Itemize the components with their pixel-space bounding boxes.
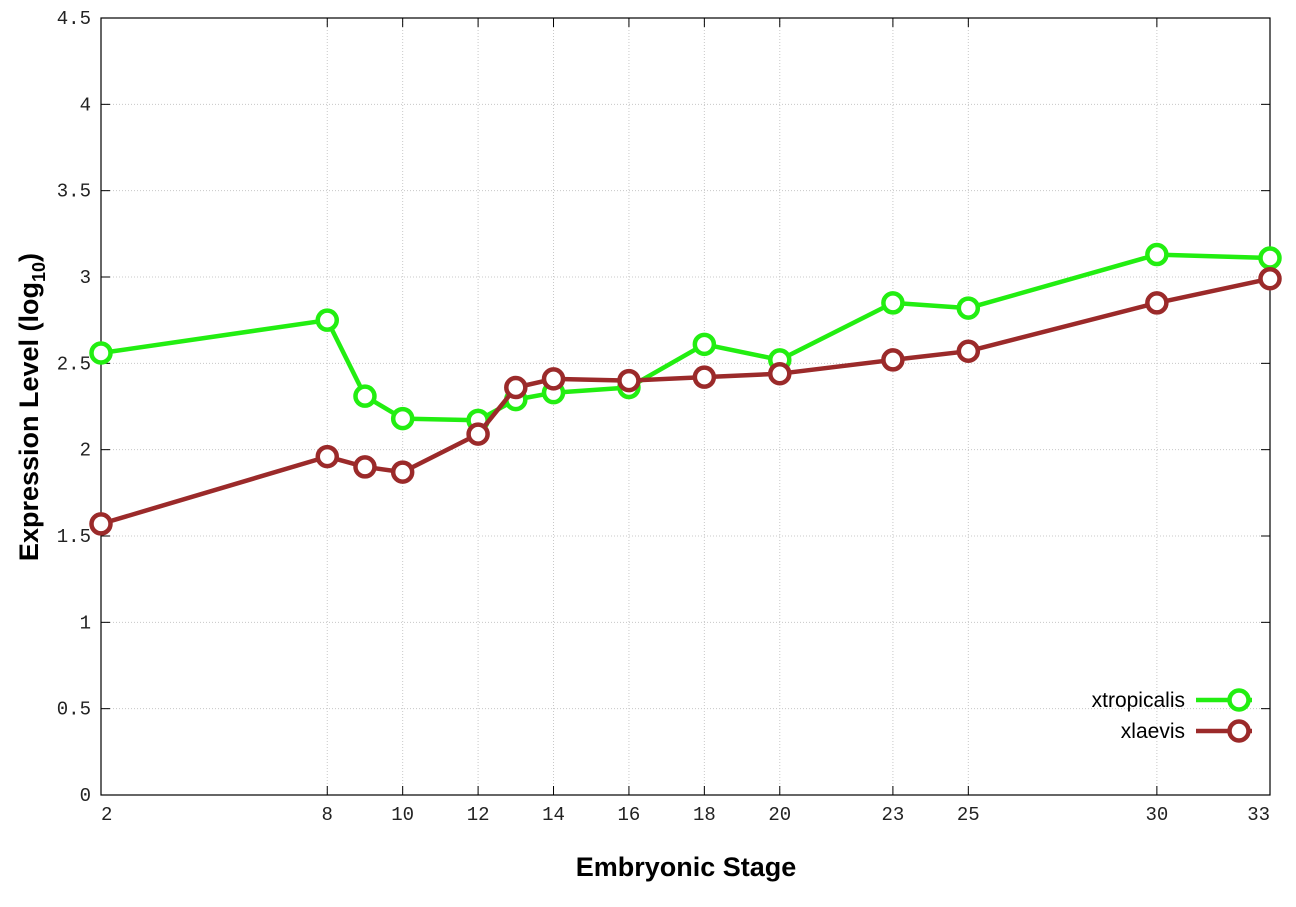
x-tick-label: 18 [693,804,716,826]
legend-swatch-marker [1227,719,1251,743]
tick-labels: 0 0.5 1 1.5 2 2.5 3 3.5 4 4.5 2 8 10 12 14 16 18 20 23 25 30… [57,8,1270,826]
series-xlaevis [89,266,1282,536]
x-tick-label: 16 [618,804,641,826]
x-tick-label: 14 [542,804,565,826]
y-axis-title-main: Expression Level (log [14,282,44,561]
data-point-xtropicalis [956,296,981,320]
series-line-xtropicalis [100,252,1271,423]
x-tick-label: 2 [101,804,112,826]
legend-label: xtropicalis [1092,689,1185,712]
data-point-xtropicalis [315,308,340,332]
x-tick-label: 33 [1247,804,1270,826]
data-point-xtropicalis [881,291,905,315]
data-point-xlaevis [89,512,113,536]
x-tick-label: 23 [881,804,904,826]
data-point-xlaevis [881,348,905,372]
data-point-xlaevis [1145,291,1169,315]
y-tick-label: 0 [80,785,91,807]
data-point-xtropicalis [390,406,415,431]
data-point-xlaevis [768,361,792,386]
data-point-xlaevis [1258,266,1282,291]
data-point-xtropicalis [692,332,717,357]
x-axis-title: Embryonic Stage [576,852,797,882]
legend-swatch-marker [1227,688,1251,712]
data-point-xlaevis [617,368,641,393]
data-point-xlaevis [353,455,377,479]
series-xtropicalis [89,242,1282,433]
series-line-xlaevis [100,276,1271,527]
data-point-xlaevis [956,339,981,363]
y-tick-label: 4 [80,94,91,116]
legend: xtropicalis xlaevis [1092,688,1252,743]
series-layer [89,242,1282,536]
data-point-xlaevis [390,460,415,484]
x-tick-label: 20 [768,804,791,826]
data-point-xtropicalis [89,341,113,365]
y-axis-title: Expression Level (log10) [14,253,49,561]
plot-border [100,17,1271,796]
data-point-xlaevis [466,422,490,446]
data-point-xtropicalis [353,384,377,408]
y-tick-label: 1.5 [57,526,91,548]
data-point-xlaevis [541,367,566,391]
x-tick-label: 10 [391,804,414,826]
y-tick-label: 2.5 [57,353,91,375]
x-tick-label: 8 [322,804,333,826]
plot-frame [100,17,1271,796]
legend-item-xlaevis: xlaevis [1121,719,1252,743]
grid-layer [101,18,1270,795]
y-tick-label: 3.5 [57,181,91,203]
data-point-xtropicalis [1145,242,1169,267]
data-point-xlaevis [504,375,528,400]
x-tick-label: 12 [467,804,490,826]
y-axis-title-close: ) [14,253,44,262]
y-tick-label: 2 [80,440,91,462]
x-tick-label: 30 [1145,804,1168,826]
y-tick-label: 0.5 [57,699,91,721]
legend-item-xtropicalis: xtropicalis [1092,688,1252,712]
data-point-xlaevis [692,365,717,389]
data-point-xtropicalis [1258,246,1282,270]
legend-label: xlaevis [1121,720,1185,743]
y-tick-label: 1 [80,612,91,634]
data-point-xlaevis [315,444,340,469]
y-tick-label: 4.5 [57,8,91,30]
y-axis-title-subscript: 10 [29,262,49,282]
y-tick-label: 3 [80,267,91,289]
x-tick-label: 25 [957,804,980,826]
